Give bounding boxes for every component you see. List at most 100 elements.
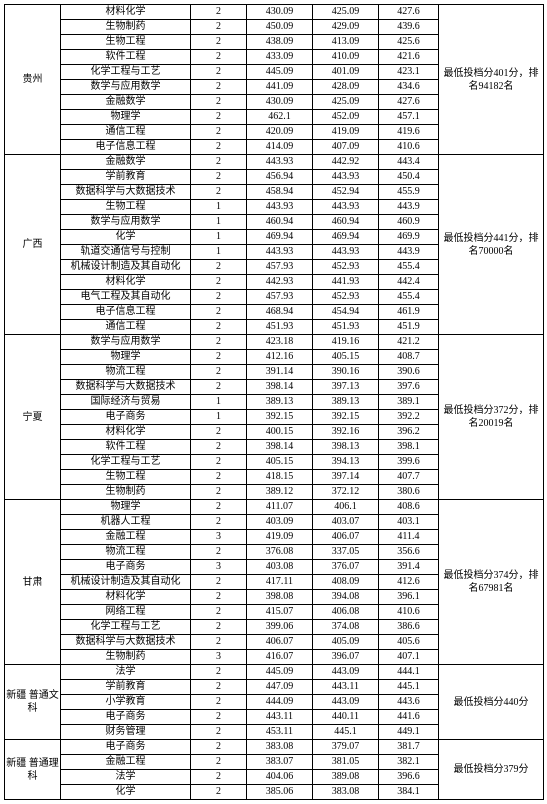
score-max-cell: 411.07 <box>247 500 313 515</box>
score-max-cell: 442.93 <box>247 275 313 290</box>
table-row: 新疆 普通理科电子商务2383.08379.07381.7最低投档分379分 <box>5 740 544 755</box>
score-max-cell: 406.07 <box>247 635 313 650</box>
score-avg-cell: 434.6 <box>379 80 439 95</box>
table-row: 广西金融数学2443.93442.92443.4最低投档分441分，排名7000… <box>5 155 544 170</box>
score-avg-cell: 427.6 <box>379 95 439 110</box>
count-cell: 1 <box>191 410 247 425</box>
major-cell: 机器人工程 <box>61 515 191 530</box>
major-cell: 生物工程 <box>61 35 191 50</box>
score-avg-cell: 389.1 <box>379 395 439 410</box>
major-cell: 数学与应用数学 <box>61 80 191 95</box>
major-cell: 电子信息工程 <box>61 140 191 155</box>
score-max-cell: 383.07 <box>247 755 313 770</box>
count-cell: 2 <box>191 110 247 125</box>
count-cell: 2 <box>191 500 247 515</box>
score-avg-cell: 396.6 <box>379 770 439 785</box>
score-avg-cell: 449.1 <box>379 725 439 740</box>
score-max-cell: 443.93 <box>247 155 313 170</box>
major-cell: 金融工程 <box>61 755 191 770</box>
score-min-cell: 406.07 <box>313 530 379 545</box>
province-cell: 宁夏 <box>5 335 61 500</box>
score-avg-cell: 461.9 <box>379 305 439 320</box>
major-cell: 法学 <box>61 665 191 680</box>
note-cell: 最低投档分441分，排名70000名 <box>439 155 544 335</box>
score-avg-cell: 455.4 <box>379 290 439 305</box>
count-cell: 2 <box>191 80 247 95</box>
score-min-cell: 419.16 <box>313 335 379 350</box>
count-cell: 2 <box>191 365 247 380</box>
major-cell: 物理学 <box>61 500 191 515</box>
score-avg-cell: 450.4 <box>379 170 439 185</box>
score-min-cell: 443.93 <box>313 170 379 185</box>
score-min-cell: 413.09 <box>313 35 379 50</box>
major-cell: 生物制药 <box>61 650 191 665</box>
score-min-cell: 392.16 <box>313 425 379 440</box>
score-max-cell: 412.16 <box>247 350 313 365</box>
major-cell: 软件工程 <box>61 50 191 65</box>
score-avg-cell: 457.1 <box>379 110 439 125</box>
score-avg-cell: 390.6 <box>379 365 439 380</box>
score-avg-cell: 408.6 <box>379 500 439 515</box>
count-cell: 2 <box>191 545 247 560</box>
score-max-cell: 423.18 <box>247 335 313 350</box>
score-min-cell: 443.09 <box>313 695 379 710</box>
count-cell: 2 <box>191 20 247 35</box>
score-min-cell: 374.08 <box>313 620 379 635</box>
score-avg-cell: 397.6 <box>379 380 439 395</box>
score-avg-cell: 407.7 <box>379 470 439 485</box>
score-avg-cell: 356.6 <box>379 545 439 560</box>
score-avg-cell: 425.6 <box>379 35 439 50</box>
score-min-cell: 390.16 <box>313 365 379 380</box>
score-min-cell: 452.93 <box>313 260 379 275</box>
count-cell: 2 <box>191 695 247 710</box>
major-cell: 物理学 <box>61 110 191 125</box>
score-max-cell: 416.07 <box>247 650 313 665</box>
score-min-cell: 451.93 <box>313 320 379 335</box>
count-cell: 2 <box>191 680 247 695</box>
score-max-cell: 420.09 <box>247 125 313 140</box>
major-cell: 机械设计制造及其自动化 <box>61 575 191 590</box>
score-avg-cell: 412.6 <box>379 575 439 590</box>
count-cell: 2 <box>191 350 247 365</box>
major-cell: 机械设计制造及其自动化 <box>61 260 191 275</box>
score-avg-cell: 398.1 <box>379 440 439 455</box>
major-cell: 数学与应用数学 <box>61 335 191 350</box>
count-cell: 2 <box>191 290 247 305</box>
major-cell: 学前教育 <box>61 170 191 185</box>
score-max-cell: 392.15 <box>247 410 313 425</box>
score-max-cell: 450.09 <box>247 20 313 35</box>
major-cell: 生物工程 <box>61 200 191 215</box>
score-avg-cell: 381.7 <box>379 740 439 755</box>
major-cell: 电子商务 <box>61 740 191 755</box>
score-avg-cell: 391.4 <box>379 560 439 575</box>
score-max-cell: 399.06 <box>247 620 313 635</box>
major-cell: 电子商务 <box>61 410 191 425</box>
score-min-cell: 383.08 <box>313 785 379 800</box>
score-avg-cell: 380.6 <box>379 485 439 500</box>
score-avg-cell: 392.2 <box>379 410 439 425</box>
score-max-cell: 404.06 <box>247 770 313 785</box>
score-max-cell: 398.14 <box>247 380 313 395</box>
score-min-cell: 396.07 <box>313 650 379 665</box>
score-min-cell: 406.1 <box>313 500 379 515</box>
score-avg-cell: 407.1 <box>379 650 439 665</box>
score-max-cell: 383.08 <box>247 740 313 755</box>
count-cell: 2 <box>191 155 247 170</box>
major-cell: 学前教育 <box>61 680 191 695</box>
major-cell: 金融数学 <box>61 95 191 110</box>
score-max-cell: 451.93 <box>247 320 313 335</box>
score-max-cell: 458.94 <box>247 185 313 200</box>
score-min-cell: 337.05 <box>313 545 379 560</box>
score-max-cell: 414.09 <box>247 140 313 155</box>
count-cell: 2 <box>191 125 247 140</box>
score-avg-cell: 419.6 <box>379 125 439 140</box>
score-avg-cell: 423.1 <box>379 65 439 80</box>
score-min-cell: 454.94 <box>313 305 379 320</box>
score-min-cell: 405.09 <box>313 635 379 650</box>
score-avg-cell: 443.9 <box>379 200 439 215</box>
score-max-cell: 433.09 <box>247 50 313 65</box>
count-cell: 2 <box>191 605 247 620</box>
table-row: 宁夏数学与应用数学2423.18419.16421.2最低投档分372分，排名2… <box>5 335 544 350</box>
score-avg-cell: 421.6 <box>379 50 439 65</box>
score-max-cell: 398.14 <box>247 440 313 455</box>
